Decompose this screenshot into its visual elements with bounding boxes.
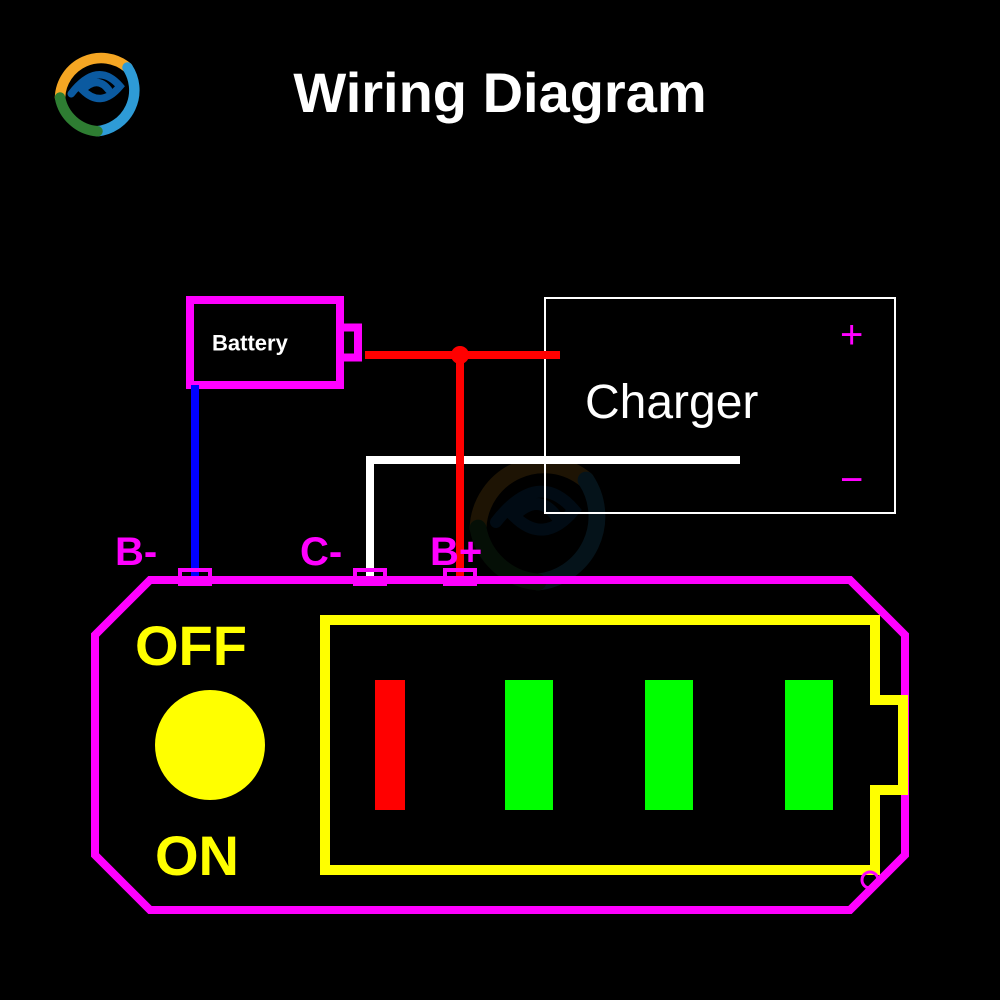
battery-terminal-nub xyxy=(340,328,358,358)
watermark-swirl-0 xyxy=(496,492,574,530)
c-minus-label: C- xyxy=(300,530,342,574)
junction-dot xyxy=(451,346,469,364)
charger-plus: + xyxy=(840,313,863,357)
charger-label: Charger xyxy=(585,376,758,429)
watermark-arc-2 xyxy=(478,528,538,582)
indicator-segment-3 xyxy=(785,680,833,810)
on-label: ON xyxy=(155,824,239,887)
b-plus-label: B+ xyxy=(430,530,482,574)
b-minus-label: B- xyxy=(115,530,157,574)
indicator-segment-2 xyxy=(645,680,693,810)
indicator-segment-0 xyxy=(375,680,405,810)
indicator-segment-1 xyxy=(505,680,553,810)
power-knob xyxy=(155,690,265,800)
battery-label: Battery xyxy=(212,331,289,356)
off-label: OFF xyxy=(135,614,247,677)
charger-minus: − xyxy=(840,458,863,502)
